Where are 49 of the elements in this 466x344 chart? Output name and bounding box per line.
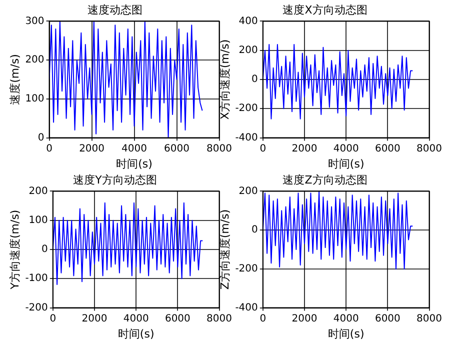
y-tick-label: 100 — [28, 214, 48, 226]
y-tick-label: 200 — [238, 186, 258, 197]
x-axis-title: 时间(s) — [328, 157, 364, 170]
y-tick-label: 0 — [38, 132, 44, 144]
y-axis-title: 速度(m/s) — [8, 54, 22, 105]
chart-title: 速度X方向动态图 — [282, 3, 368, 16]
chart-title: 速度动态图 — [88, 3, 142, 16]
y-tick-label: -200 — [25, 302, 48, 314]
y-tick-label: -400 — [235, 302, 258, 314]
y-tick-label: 300 — [25, 16, 44, 27]
x-tick-label: 2000 — [82, 313, 108, 324]
chart-title: 速度Z方向动态图 — [282, 173, 368, 186]
y-tick-label: -100 — [25, 273, 48, 284]
x-tick-label: 0 — [260, 313, 266, 324]
x-tick-label: 4000 — [123, 313, 149, 324]
y-tick-label: -400 — [235, 132, 258, 144]
y-tick-label: 100 — [25, 94, 44, 105]
x-tick-label: 8000 — [416, 143, 442, 154]
y-tick-label: 400 — [238, 16, 258, 27]
y-tick-label: -200 — [235, 103, 258, 114]
y-tick-label: 0 — [252, 224, 258, 236]
chart-title: 速度Y方向动态图 — [73, 173, 157, 186]
x-tick-label: 6000 — [164, 143, 190, 154]
x-tick-label: 4000 — [333, 143, 359, 154]
x-tick-label: 6000 — [164, 313, 190, 324]
y-axis-title: Z方向速度(m/s) — [218, 209, 232, 290]
x-tick-label: 2000 — [292, 143, 318, 154]
x-axis-title: 时间(s) — [328, 327, 364, 340]
y-tick-label: 200 — [238, 44, 258, 56]
y-tick-label: 0 — [252, 74, 258, 86]
x-tick-label: 2000 — [292, 313, 318, 324]
x-tick-label: 6000 — [374, 143, 400, 154]
y-axis-title: Y方向速度(m/s) — [8, 210, 22, 290]
x-axis-title: 时间(s) — [118, 327, 154, 340]
x-tick-label: 8000 — [416, 313, 442, 324]
y-tick-label: -200 — [235, 264, 258, 275]
x-tick-label: 6000 — [374, 313, 400, 324]
x-axis-title: 时间(s) — [116, 157, 152, 170]
x-tick-label: 2000 — [79, 143, 105, 154]
y-tick-label: 200 — [25, 54, 44, 66]
x-tick-label: 4000 — [122, 143, 148, 154]
x-tick-label: 8000 — [206, 313, 232, 324]
x-tick-label: 4000 — [333, 313, 359, 324]
y-axis-title: X方向速度(m/s) — [218, 39, 232, 120]
y-tick-label: 0 — [42, 244, 48, 256]
x-tick-label: 0 — [50, 313, 56, 324]
x-tick-label: 8000 — [206, 143, 232, 154]
y-tick-label: 200 — [28, 186, 48, 197]
x-tick-label: 0 — [260, 143, 266, 154]
